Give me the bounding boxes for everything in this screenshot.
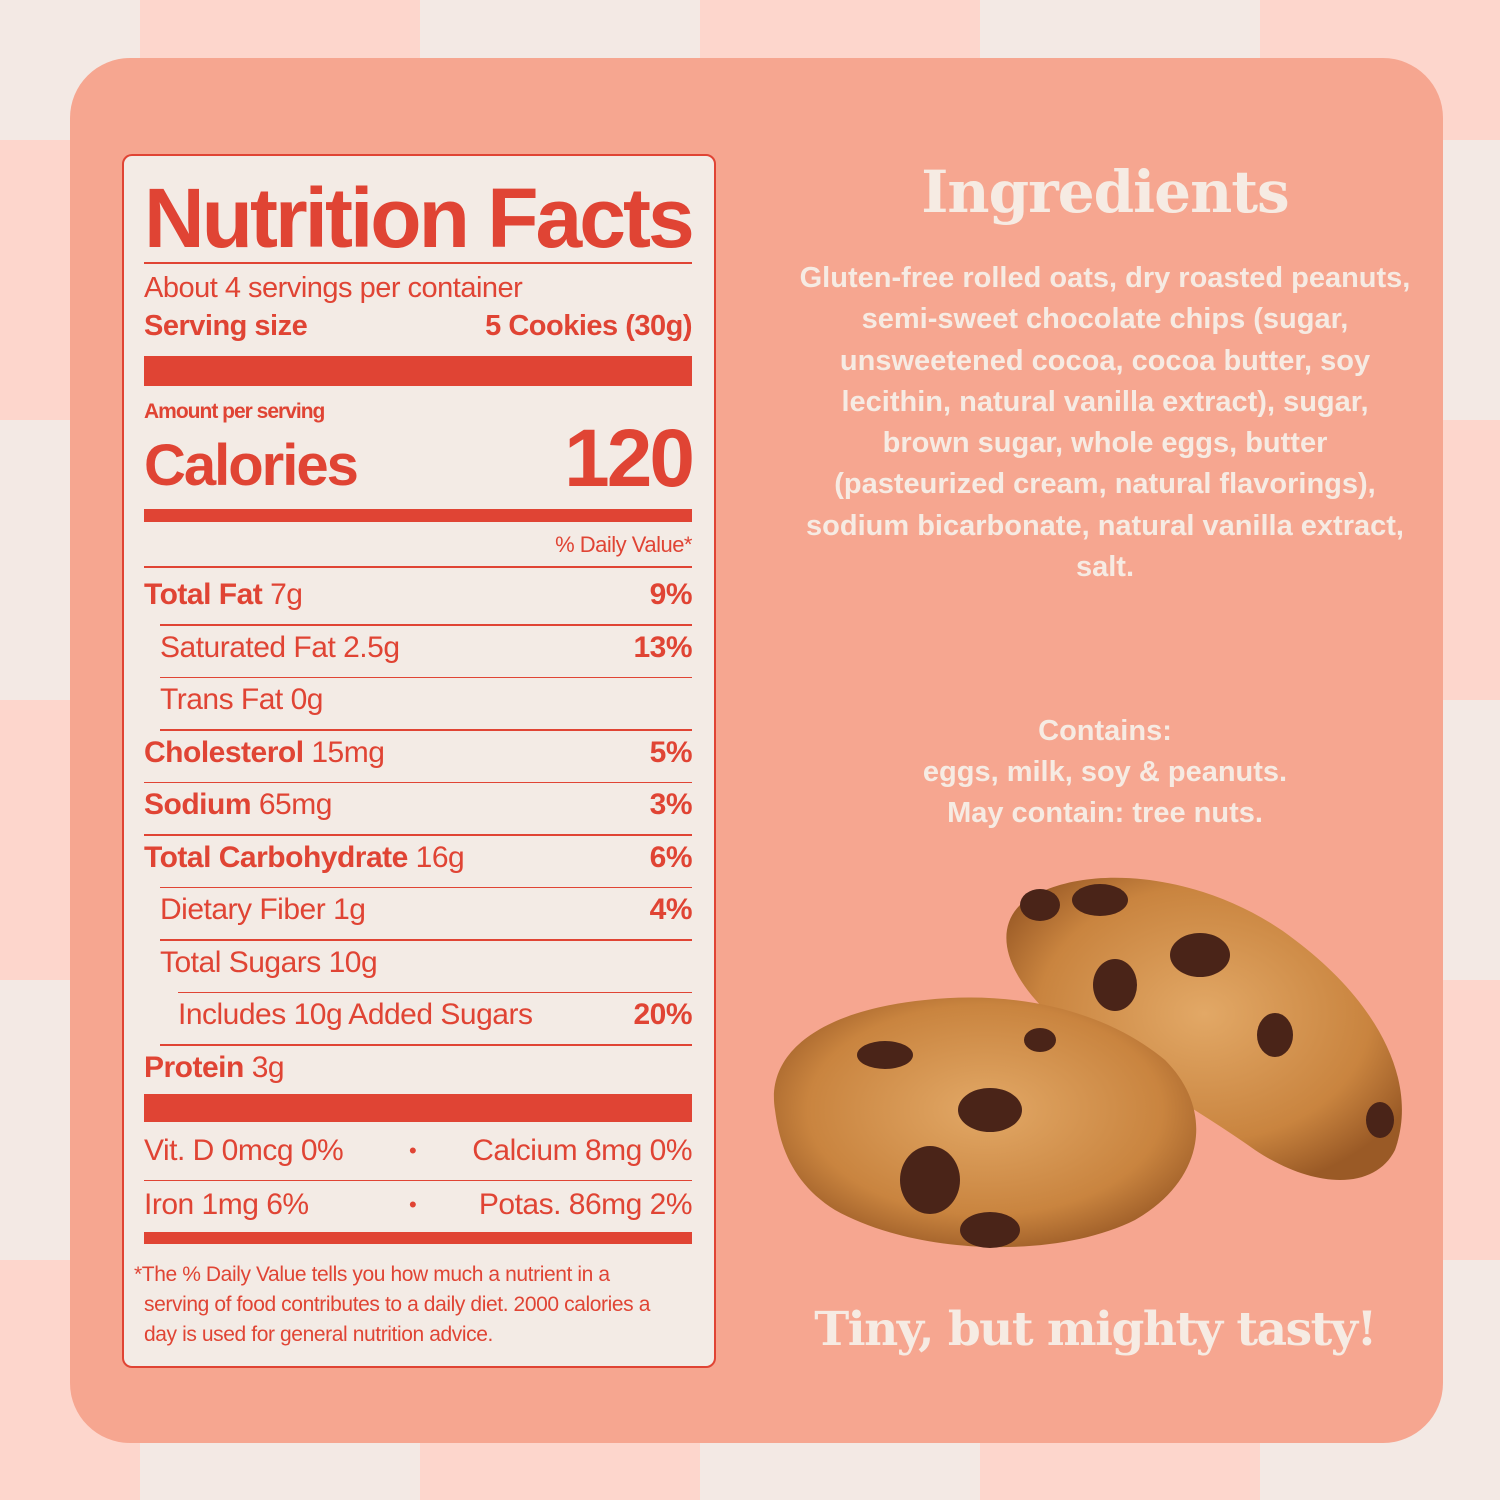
nutrient-daily-value: 6% (649, 840, 693, 874)
servings-per-container: About 4 servings per container (144, 272, 523, 304)
ingredients-title: Ingredients (921, 158, 1289, 226)
nutrient-label: Total Carbohydrate (144, 840, 408, 874)
nutrient-name: Total Carbohydrate 16g (144, 840, 465, 875)
nutrient-name: Includes 10g Added Sugars (178, 998, 533, 1032)
divider (160, 729, 692, 731)
nutrient-label: Cholesterol (144, 735, 304, 769)
thick-divider (144, 1094, 692, 1122)
divider (178, 991, 692, 993)
nutrient-label: Trans Fat (160, 683, 283, 716)
may-contain: May contain: tree nuts. (947, 797, 1263, 829)
nutrient-label: Dietary Fiber (160, 893, 326, 926)
nutrient-name: Saturated Fat 2.5g (160, 631, 400, 665)
footnote: *The % Daily Value tells you how much a … (134, 1263, 650, 1346)
nutrient-amount: 10g (328, 945, 378, 979)
divider (144, 1180, 692, 1181)
nutrition-title: Nutrition Facts (144, 171, 695, 265)
nutrient-amount: 15mg (311, 735, 385, 769)
divider (144, 834, 692, 836)
nutrient-name: Trans Fat 0g (160, 683, 323, 717)
calcium: Calcium 8mg 0% (472, 1134, 692, 1167)
divider (144, 566, 692, 568)
nutrient-row: Includes 10g Added Sugars 20% (124, 994, 714, 1046)
nutrient-label: Sodium (144, 788, 252, 821)
tagline: Tiny, but mighty tasty! (814, 1302, 1377, 1357)
calories-label: Calories (144, 433, 359, 498)
divider (160, 1044, 692, 1046)
amount-per-serving: Amount per serving (144, 400, 325, 423)
nutrient-amount: 16g (415, 840, 465, 874)
divider (144, 262, 692, 264)
nutrient-amount: 1g (333, 893, 366, 926)
bullet: • (409, 1192, 417, 1217)
potassium: Potas. 86mg 2% (478, 1188, 693, 1221)
nutrient-name: Protein 3g (144, 1050, 285, 1085)
serving-size-label: Serving size (144, 310, 308, 342)
nutrient-daily-value: 5% (649, 735, 693, 769)
nutrient-daily-value: 13% (633, 630, 692, 664)
nutrient-name: Dietary Fiber 1g (160, 893, 366, 927)
nutrient-row: Total Fat 7g 9% (124, 574, 714, 626)
daily-value-header: % Daily Value* (555, 532, 692, 557)
medium-divider (144, 509, 692, 522)
contains-list: eggs, milk, soy & peanuts. (922, 756, 1288, 788)
nutrition-facts-label: Nutrition Facts About 4 servings per con… (122, 154, 716, 1368)
nutrient-name: Total Fat 7g (144, 578, 303, 612)
nutrient-row: Saturated Fat 2.5g 13% (124, 627, 714, 679)
nutrient-name: Cholesterol 15mg (144, 735, 385, 770)
nutrient-row: Trans Fat 0g (124, 679, 714, 731)
nutrient-amount: 7g (270, 578, 303, 611)
nutrient-label: Total Sugars (160, 945, 321, 979)
calories-value: 120 (564, 413, 695, 504)
bullet: • (409, 1138, 417, 1163)
nutrient-name: Total Sugars 10g (160, 945, 378, 980)
nutrient-daily-value: 20% (633, 998, 692, 1031)
iron: Iron 1mg 6% (144, 1188, 309, 1221)
nutrient-row: Dietary Fiber 1g 4% (124, 889, 714, 941)
ingredients-text: Gluten-free rolled oats, dry roasted pea… (799, 262, 1411, 584)
nutrient-row: Total Carbohydrate 16g 6% (124, 837, 714, 889)
cookies-image (773, 877, 1402, 1248)
nutrient-label: Saturated Fat (160, 630, 336, 664)
nutrient-row: Protein 3g (124, 1047, 714, 1099)
allergen-info: Contains: eggs, milk, soy & peanuts. May… (790, 711, 1420, 834)
serving-size-value: 5 Cookies (30g) (485, 310, 692, 342)
contains-label: Contains: (1038, 715, 1172, 747)
thick-divider (144, 356, 692, 386)
nutrient-label: Total Fat (144, 578, 263, 611)
divider (160, 676, 692, 678)
nutrient-row: Cholesterol 15mg 5% (124, 732, 714, 784)
nutrient-amount: 0g (290, 683, 324, 716)
divider (160, 624, 692, 626)
nutrient-daily-value: 3% (649, 788, 693, 821)
nutrient-name: Sodium 65mg (144, 788, 332, 822)
divider (160, 939, 692, 941)
nutrient-row: Total Sugars 10g (124, 942, 714, 994)
divider (144, 781, 692, 783)
vitamin-d: Vit. D 0mcg 0% (144, 1134, 344, 1167)
nutrient-label: Protein (144, 1050, 244, 1084)
divider (160, 886, 692, 888)
nutrient-amount: 2.5g (343, 630, 400, 664)
medium-divider (144, 1232, 692, 1244)
nutrient-row: Sodium 65mg 3% (124, 784, 714, 836)
nutrient-amount: 3g (251, 1050, 285, 1084)
nutrient-label: Includes 10g Added Sugars (178, 998, 533, 1031)
nutrient-daily-value: 4% (649, 893, 693, 926)
nutrient-daily-value: 9% (649, 578, 693, 611)
nutrient-amount: 65mg (258, 788, 333, 821)
